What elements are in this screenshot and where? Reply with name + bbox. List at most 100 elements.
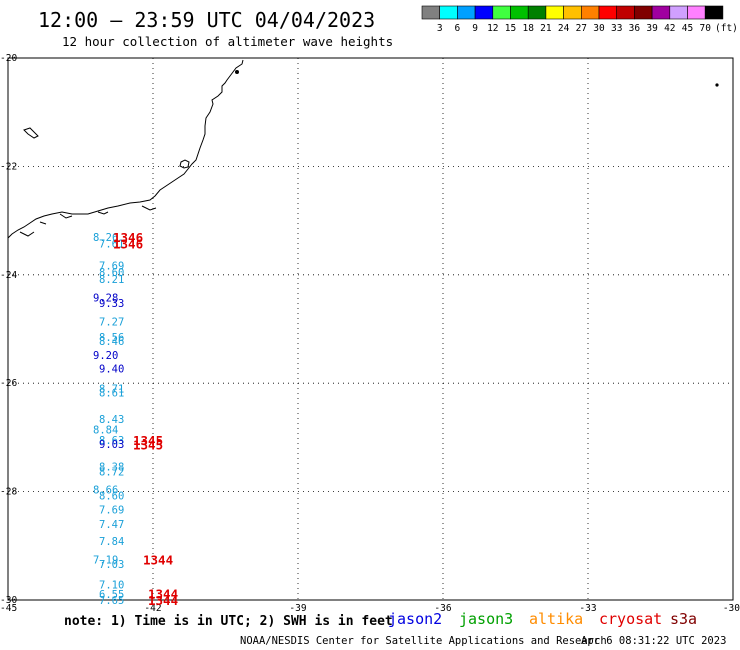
color-legend — [421, 5, 724, 20]
longitude-tick-labels: -45 -42 -39 -36 -33 -30 — [0, 603, 740, 614]
wave-height-reading: 8.60 — [99, 490, 124, 502]
legend-swatch — [421, 5, 441, 20]
legend-swatch — [527, 5, 547, 20]
wave-height-reading: 9.33 — [99, 298, 124, 310]
lat-tick-label: -22 — [0, 161, 17, 172]
coastal-island — [179, 159, 190, 169]
legend-swatch — [687, 5, 706, 20]
legend-label: 39 — [646, 23, 658, 34]
wave-height-reading: 8.46 — [99, 336, 124, 348]
wave-height-reading: 7.84 — [99, 536, 124, 548]
wave-height-reading: 8.66 — [93, 484, 118, 496]
mission-cryosat: cryosat — [599, 610, 662, 628]
wave-height-reading: 9.40 — [99, 364, 124, 376]
legend-label: 42 — [664, 23, 675, 34]
wave-height-reading: 8.84 — [93, 424, 118, 436]
observation-time: 1345 — [133, 437, 163, 452]
legend-label: 21 — [540, 23, 552, 34]
wave-height-reading: 7.03 — [99, 559, 124, 571]
observation-time: 1344 — [143, 552, 173, 567]
lat-tick-label: -26 — [0, 378, 17, 389]
legend-swatch — [474, 5, 494, 20]
observation-time: 1345 — [133, 433, 163, 448]
legend-unit: (ft) — [715, 23, 738, 34]
lon-tick-label: -33 — [579, 603, 596, 614]
observation-time: 1344 — [148, 586, 178, 601]
map-frame — [7, 57, 734, 601]
observation-time: 1346 — [113, 230, 143, 245]
graticule — [8, 58, 733, 600]
observation-time: 1344 — [148, 593, 178, 608]
footer-note: note: 1) Time is in UTC; 2) SWH is in fe… — [64, 614, 393, 629]
wave-height-reading: 7.47 — [99, 519, 124, 531]
legend-label: 70 — [699, 23, 711, 34]
wave-height-reading: 8.63 — [99, 435, 124, 447]
map-subtitle: 12 hour collection of altimeter wave hei… — [62, 34, 393, 49]
wave-height-reading: 8.26 — [93, 232, 118, 244]
mission-jason3: jason3 — [459, 610, 513, 628]
wave-height-reading: 9.28 — [93, 293, 118, 305]
legend-label: 33 — [611, 23, 622, 34]
wave-height-reading: 6.55 — [99, 589, 124, 601]
lon-tick-label: -39 — [289, 603, 306, 614]
wave-height-reading: 8.71 — [99, 384, 124, 396]
legend-swatch — [439, 5, 458, 20]
wave-height-reading: 7.10 — [99, 579, 124, 591]
lon-tick-label: -45 — [0, 603, 17, 614]
legend-swatch — [457, 5, 476, 20]
lat-tick-label: -30 — [0, 595, 17, 606]
legend-label: 12 — [487, 23, 498, 34]
coastal-lagoon — [23, 127, 39, 139]
mission-jason2: jason2 — [388, 610, 442, 628]
wave-height-reading: 8.43 — [99, 414, 124, 426]
lat-tick-label: -24 — [0, 270, 17, 281]
legend-swatch — [580, 5, 600, 20]
wave-height-reading: 8.21 — [99, 274, 124, 286]
wave-height-reading: 7.27 — [99, 316, 124, 328]
legend-swatch — [616, 5, 635, 20]
coast-point — [235, 70, 239, 74]
legend-label: 30 — [593, 23, 605, 34]
legend-label: 27 — [576, 23, 587, 34]
island-point — [715, 83, 719, 87]
legend-swatch — [598, 5, 618, 20]
legend-swatch — [651, 5, 671, 20]
wave-height-reading: 8.56 — [99, 332, 124, 344]
legend-swatch — [510, 5, 529, 20]
footer-credit: NOAA/NESDIS Center for Satellite Applica… — [240, 635, 607, 647]
legend-label: 9 — [472, 23, 478, 34]
wave-height-reading: 8.38 — [99, 462, 124, 474]
latitude-tick-labels: -20 -22 -24 -26 -28 -30 — [0, 53, 17, 606]
legend-swatch — [563, 5, 582, 20]
wave-height-reading: 9.20 — [93, 350, 118, 362]
map-title: 12:00 — 23:59 UTC 04/04/2023 — [38, 8, 375, 32]
legend-label: 6 — [455, 23, 461, 34]
lon-tick-label: -30 — [723, 603, 740, 614]
legend-label: 36 — [629, 23, 641, 34]
legend-swatch — [492, 5, 511, 20]
lon-tick-label: -36 — [434, 603, 451, 614]
legend-label: 3 — [437, 23, 443, 34]
wave-height-reading: 7.69 — [99, 504, 124, 516]
bay-islands — [19, 205, 157, 237]
legend-label: 45 — [682, 23, 693, 34]
wave-height-reading: 7.65 — [99, 595, 124, 607]
legend-swatch — [704, 5, 724, 20]
footer-timestamp: Apr 6 08:31:22 UTC 2023 — [581, 635, 726, 647]
legend-label: 24 — [558, 23, 570, 34]
wave-height-reading: 7.61 — [99, 238, 124, 250]
lat-tick-label: -20 — [0, 53, 17, 64]
lat-tick-label: -28 — [0, 487, 17, 498]
wave-height-reading: 7.19 — [93, 554, 118, 566]
color-legend-labels: 3 6 9 12 15 18 21 24 27 30 33 36 39 42 45 70 — [437, 23, 711, 34]
legend-label: 18 — [522, 23, 534, 34]
observation-time: 1346 — [113, 236, 143, 251]
wave-height-reading: 7.69 — [99, 261, 124, 273]
wave-height-reading: 8.61 — [99, 387, 124, 399]
legend-swatch — [545, 5, 564, 20]
mission-s3a: s3a — [670, 610, 697, 628]
wave-height-reading: 9.03 — [99, 439, 124, 451]
legend-swatch — [669, 5, 688, 20]
